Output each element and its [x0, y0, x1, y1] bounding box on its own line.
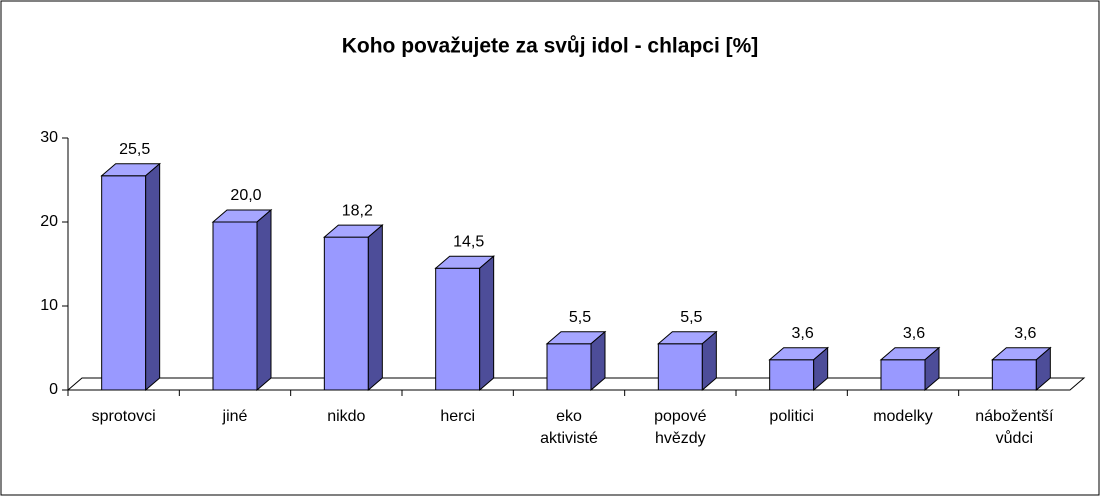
bar-front [769, 359, 815, 391]
bar [211, 208, 273, 392]
bar [545, 330, 607, 392]
bar [434, 255, 496, 392]
chart-title: Koho považujete za svůj idol - chlapci [… [342, 35, 759, 58]
x-tick-label-line: eko [556, 408, 582, 425]
value-label: 3,6 [1014, 325, 1036, 342]
bar-front [435, 267, 481, 391]
bar-side [256, 208, 272, 392]
bar-front [101, 175, 147, 391]
bar-side [479, 255, 495, 392]
y-tick-label: 10 [40, 297, 58, 314]
x-tick-label: politici [769, 408, 813, 425]
bar [100, 162, 162, 392]
x-tick-label-line: vůdci [996, 429, 1033, 447]
x-tick-label: eko aktivisté [540, 408, 598, 447]
bar-front [323, 236, 369, 391]
x-tick-label-line: nábožentší [975, 408, 1054, 425]
x-tick-label: modelky [873, 408, 933, 425]
value-label: 3,6 [903, 325, 925, 342]
y-tick-label: 30 [40, 129, 58, 146]
bar-front [880, 359, 926, 391]
bar-side [1035, 346, 1051, 392]
bar-front [991, 359, 1037, 391]
bar-side [924, 346, 940, 392]
bar [990, 346, 1052, 392]
x-tick-label: herci [440, 408, 475, 425]
bar-side [145, 162, 161, 392]
x-tick-label-line: aktivisté [540, 430, 598, 447]
x-tick-label: sprotovci [92, 408, 156, 425]
bar-front [546, 343, 592, 391]
y-tick-label: 0 [49, 381, 58, 398]
bar-front [212, 221, 258, 391]
bar-side [367, 224, 383, 392]
value-label: 3,6 [792, 325, 814, 342]
bar-front [657, 343, 703, 391]
bar [768, 346, 830, 392]
bar-side [590, 330, 606, 392]
bar [322, 224, 384, 392]
bar-side [813, 346, 829, 392]
value-label: 5,5 [569, 309, 591, 326]
x-tick-label: popové hvězdy [654, 408, 707, 447]
x-tick-label: nábožentší vůdci [975, 408, 1054, 447]
bar-side [701, 330, 717, 392]
value-label: 20,0 [230, 187, 261, 204]
value-label: 14,5 [453, 233, 484, 250]
bar [656, 330, 718, 392]
x-tick-label: nikdo [327, 408, 365, 425]
bar [879, 346, 941, 392]
y-tick-label: 20 [40, 213, 58, 230]
x-tick-label: jiné [222, 408, 248, 425]
value-label: 5,5 [680, 309, 702, 326]
x-tick-label-line: popové [654, 408, 707, 425]
x-tick-label-line: hvězdy [655, 430, 706, 447]
value-label: 18,2 [342, 202, 373, 219]
value-label: 25,5 [119, 141, 150, 158]
